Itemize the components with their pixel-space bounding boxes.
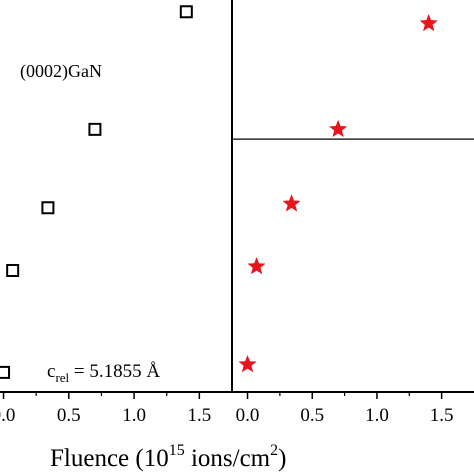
data-point-star [238, 354, 257, 373]
x-tick-label: 1.0 [365, 405, 389, 426]
data-point-star [282, 194, 301, 212]
x-tick-label: 0.5 [300, 405, 324, 426]
data-point-star [328, 119, 348, 138]
x-tick-label: 0.0 [236, 405, 260, 426]
x-axis-label: Fluence (1015 ions/cm2) [50, 442, 286, 472]
data-point-square [41, 201, 55, 215]
x-tick-label: 0.5 [57, 405, 81, 426]
sample-label: (0002)GaN [20, 61, 102, 82]
left-panel: 0.0 0.5 1.0 1.5 [0, 5, 211, 426]
data-point-square [179, 5, 193, 19]
x-tick-label: 1.0 [122, 405, 146, 426]
crel-label: crel = 5.1855 Å [47, 361, 160, 385]
data-point-square [0, 365, 11, 379]
x-tick-label: 1.5 [187, 405, 211, 426]
x-tick-label: 1.5 [430, 405, 454, 426]
data-point-star [247, 256, 266, 275]
data-point-star [419, 13, 438, 32]
data-point-square [88, 122, 102, 136]
data-point-square [6, 263, 20, 277]
x-tick-label: 0.0 [0, 405, 15, 426]
right-panel: 0.0 0.5 1.0 1.5 [232, 13, 474, 426]
